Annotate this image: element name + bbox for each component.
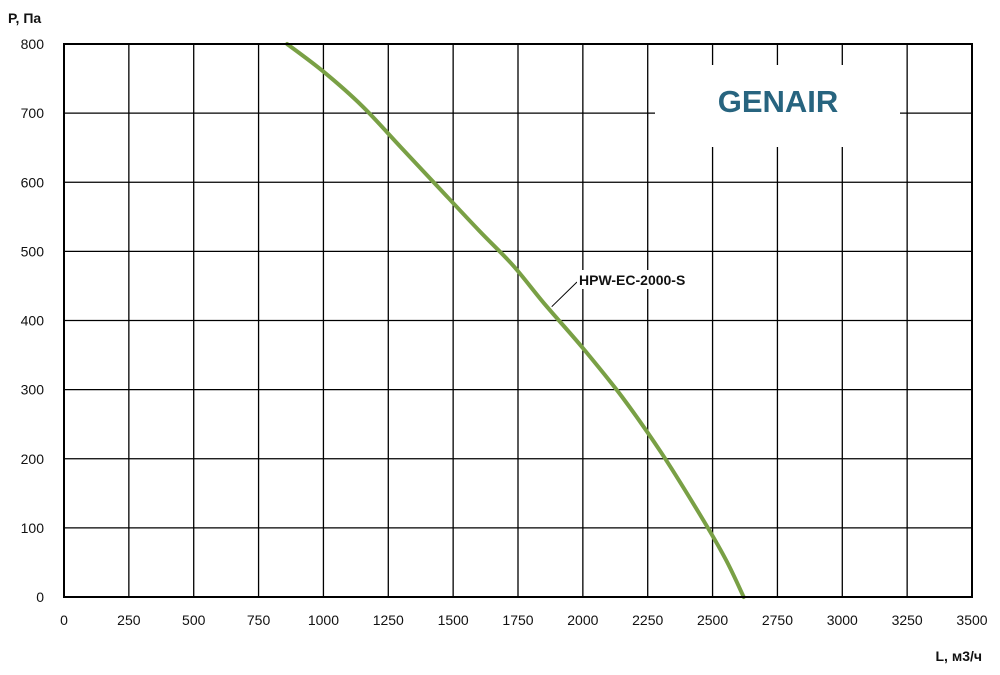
y-tick-label: 600 — [21, 174, 45, 190]
logo-text: GENAIR — [718, 84, 839, 119]
y-tick-label: 200 — [21, 451, 45, 467]
logo-background — [655, 65, 900, 147]
x-tick-label: 1750 — [502, 612, 533, 628]
y-tick-labels: 0 100 200 300 400 500 600 700 800 — [21, 36, 45, 605]
plot-border — [63, 43, 973, 598]
x-tick-label: 3500 — [956, 612, 987, 628]
x-axis-title: L, м3/ч — [936, 648, 983, 664]
x-tick-label: 2500 — [697, 612, 728, 628]
x-tick-label: 3000 — [827, 612, 858, 628]
x-tick-label: 750 — [247, 612, 271, 628]
x-tick-label: 500 — [182, 612, 206, 628]
series-label-background — [577, 270, 705, 289]
series-label-leader — [551, 281, 578, 308]
plot-frame — [63, 43, 973, 598]
y-tick-label: 500 — [21, 243, 45, 259]
x-tick-label: 250 — [117, 612, 141, 628]
series-label: HPW-EC-2000-S — [579, 272, 685, 288]
x-tick-label: 1500 — [438, 612, 469, 628]
x-tick-label: 1250 — [373, 612, 404, 628]
x-tick-label: 1000 — [308, 612, 339, 628]
y-tick-label: 400 — [21, 313, 45, 329]
y-tick-label: 700 — [21, 105, 45, 121]
x-tick-label: 3250 — [892, 612, 923, 628]
x-tick-label: 2750 — [762, 612, 793, 628]
x-tick-label: 0 — [60, 612, 68, 628]
x-tick-label: 2250 — [632, 612, 663, 628]
y-tick-label: 100 — [21, 520, 45, 536]
x-tick-label: 2000 — [567, 612, 598, 628]
series-layer: HPW-EC-2000-S — [285, 42, 746, 599]
x-tick-labels: 0 250 500 750 1000 1250 1500 1750 2000 2250 2500 27… — [60, 612, 988, 628]
y-tick-label: 0 — [36, 589, 44, 605]
genair-logo: GENAIR — [655, 65, 900, 147]
y-axis-title: P, Па — [8, 10, 41, 26]
y-tick-label: 300 — [21, 382, 45, 398]
y-tick-label: 800 — [21, 36, 45, 52]
series-line — [285, 42, 746, 599]
